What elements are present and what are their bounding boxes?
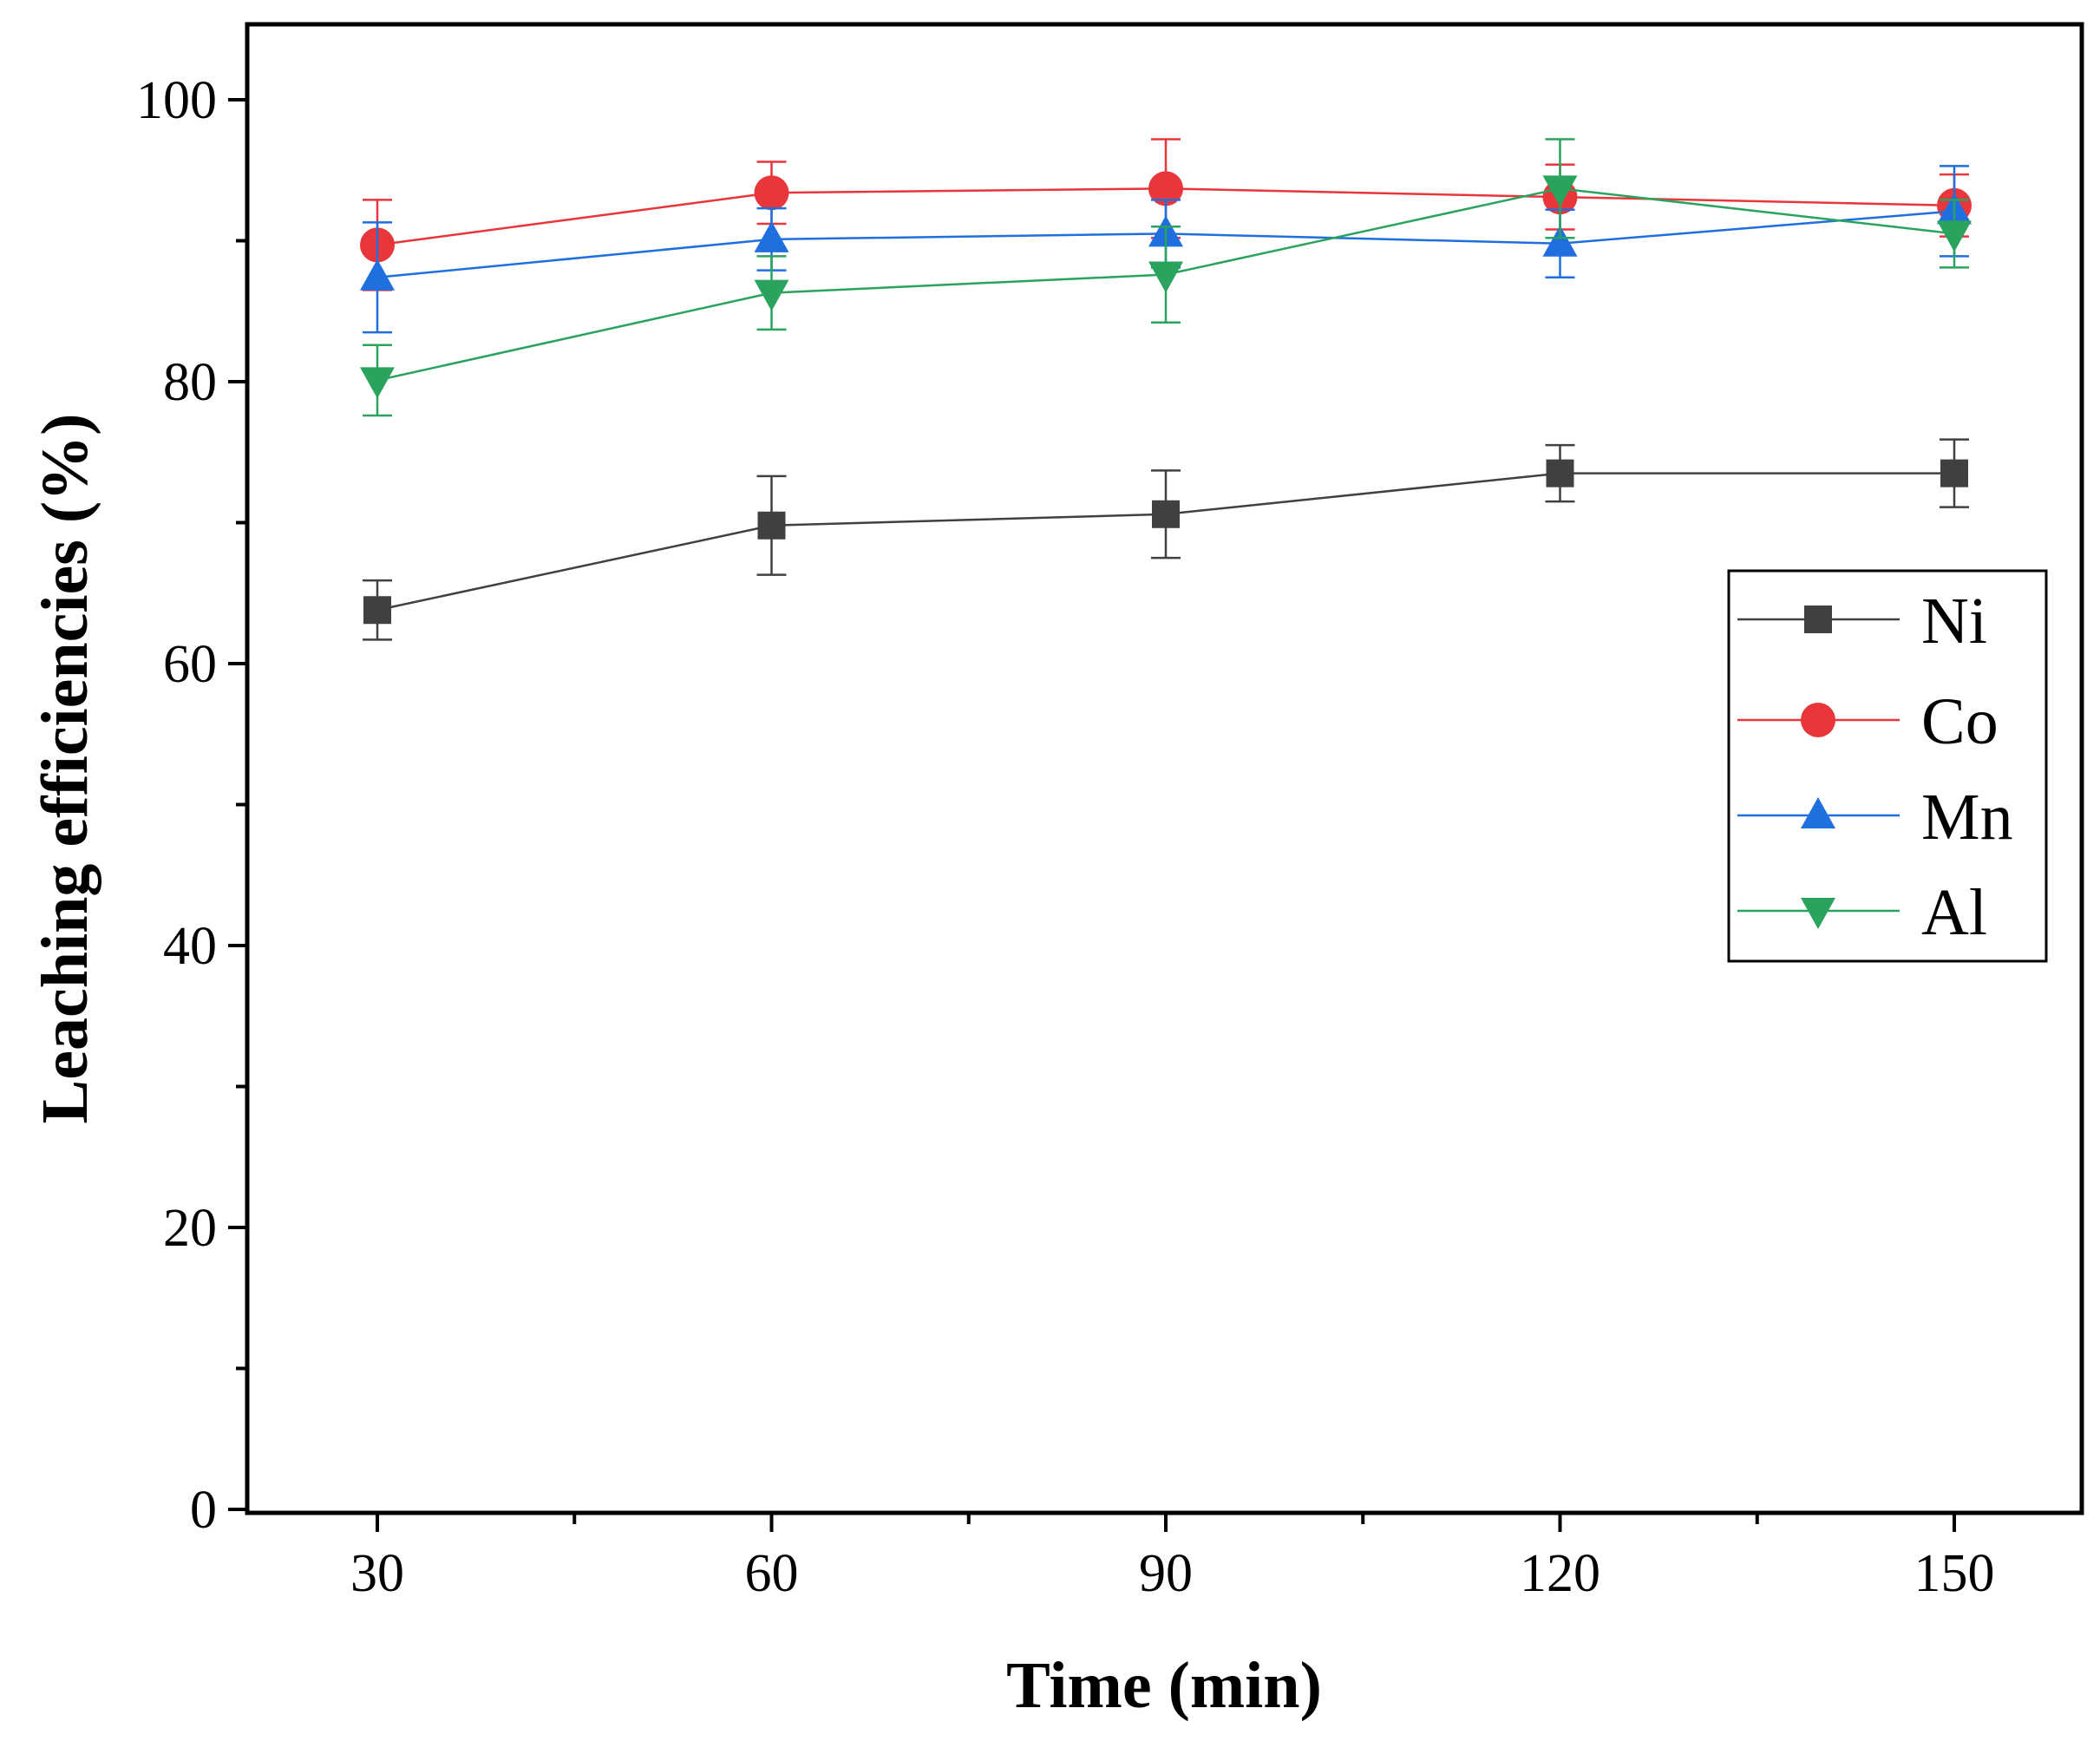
point-al-30	[360, 367, 395, 399]
legend-item-mn: Mn	[1737, 781, 2013, 854]
y-tick-label-60: 60	[163, 635, 217, 694]
legend-label-mn: Mn	[1921, 781, 2013, 854]
x-axis-title: Time (min)	[1006, 1649, 1322, 1722]
point-mn-60	[754, 220, 789, 252]
y-tick-label-20: 20	[163, 1199, 217, 1258]
point-ni-90	[1152, 500, 1180, 528]
y-tick-label-100: 100	[136, 71, 217, 130]
y-tick-label-40: 40	[163, 917, 217, 976]
legend-label-al: Al	[1921, 876, 1987, 949]
point-al-60	[754, 279, 789, 311]
legend-item-ni: Ni	[1737, 585, 1987, 658]
legend-label-co: Co	[1921, 685, 1999, 758]
point-al-90	[1148, 261, 1183, 293]
legend-item-al: Al	[1737, 876, 1987, 949]
legend-marker-co	[1801, 703, 1835, 737]
axis-ticks: 30 60 90 120 150 0 20 40 60 80 100	[136, 71, 1995, 1603]
point-mn-120	[1542, 225, 1578, 257]
legend-item-co: Co	[1737, 685, 1999, 758]
legend-marker-mn	[1801, 797, 1835, 828]
y-tick-label-80: 80	[163, 353, 217, 412]
series-ni	[363, 438, 1969, 641]
y-tick-label-0: 0	[190, 1481, 217, 1540]
point-ni-30	[363, 596, 391, 625]
legend-frame	[1727, 569, 2048, 963]
point-co-90	[1148, 171, 1183, 206]
legend: Ni Co Mn Al	[1727, 569, 2048, 963]
x-tick-label-120: 120	[1520, 1544, 1600, 1603]
point-mn-30	[360, 259, 395, 291]
point-ni-120	[1546, 459, 1574, 488]
point-al-150	[1937, 220, 1972, 252]
x-tick-label-90: 90	[1139, 1544, 1193, 1603]
plot-layer	[360, 138, 1972, 641]
point-al-120	[1542, 175, 1578, 207]
point-ni-150	[1940, 459, 1968, 488]
series-al	[360, 138, 1972, 417]
legend-marker-al	[1801, 898, 1835, 929]
x-tick-label-60: 60	[745, 1544, 799, 1603]
x-tick-label-150: 150	[1914, 1544, 1995, 1603]
x-tick-label-30: 30	[350, 1544, 404, 1603]
legend-marker-ni	[1804, 605, 1832, 633]
y-axis-title: Leaching efficiencies (%)	[29, 414, 101, 1124]
point-co-60	[754, 175, 789, 211]
legend-label-ni: Ni	[1921, 585, 1987, 658]
point-ni-60	[757, 511, 786, 540]
